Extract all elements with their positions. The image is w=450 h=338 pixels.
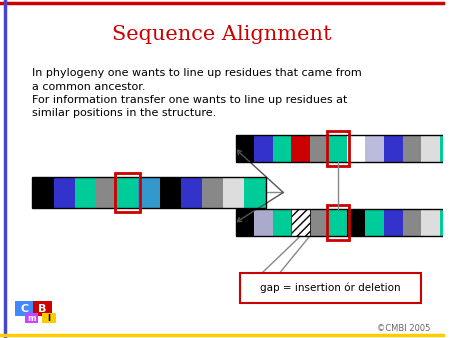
Bar: [115, 173, 140, 212]
Bar: [223, 177, 244, 208]
Text: I: I: [48, 314, 50, 323]
Bar: [42, 313, 56, 323]
Bar: [384, 136, 403, 162]
Bar: [384, 209, 403, 236]
Bar: [291, 209, 310, 236]
Bar: [32, 177, 54, 208]
Bar: [117, 177, 138, 208]
Bar: [138, 177, 160, 208]
Bar: [181, 177, 202, 208]
Bar: [291, 209, 310, 236]
Bar: [327, 205, 349, 240]
Text: In phylogeny one wants to line up residues that came from
a common ancestor.
For: In phylogeny one wants to line up residu…: [32, 68, 362, 118]
Bar: [365, 209, 384, 236]
Bar: [403, 136, 421, 162]
Bar: [328, 209, 347, 236]
Bar: [235, 136, 254, 162]
Bar: [291, 136, 310, 162]
Bar: [254, 136, 273, 162]
Bar: [54, 177, 75, 208]
Bar: [235, 209, 254, 236]
Bar: [235, 209, 450, 236]
Bar: [15, 301, 35, 316]
Bar: [160, 177, 181, 208]
Text: Sequence Alignment: Sequence Alignment: [112, 25, 332, 44]
Bar: [25, 313, 38, 323]
Text: C: C: [21, 304, 29, 314]
Bar: [421, 209, 440, 236]
Text: B: B: [38, 304, 47, 314]
Bar: [244, 177, 266, 208]
Bar: [235, 136, 450, 162]
Bar: [421, 136, 440, 162]
Bar: [32, 177, 266, 208]
Bar: [254, 209, 273, 236]
Bar: [328, 136, 347, 162]
Bar: [365, 136, 384, 162]
Bar: [75, 177, 96, 208]
Bar: [403, 209, 421, 236]
Text: m: m: [27, 314, 36, 323]
Bar: [440, 209, 450, 236]
Bar: [310, 209, 328, 236]
Bar: [273, 136, 291, 162]
Bar: [32, 301, 52, 316]
Bar: [347, 136, 365, 162]
Text: gap = insertion ór deletion: gap = insertion ór deletion: [260, 283, 401, 293]
Bar: [327, 131, 349, 166]
Bar: [273, 209, 291, 236]
Bar: [96, 177, 117, 208]
Text: ©CMBI 2005: ©CMBI 2005: [377, 324, 430, 333]
Bar: [202, 177, 223, 208]
Bar: [310, 136, 328, 162]
Bar: [440, 136, 450, 162]
Bar: [347, 209, 365, 236]
Bar: [240, 273, 421, 303]
